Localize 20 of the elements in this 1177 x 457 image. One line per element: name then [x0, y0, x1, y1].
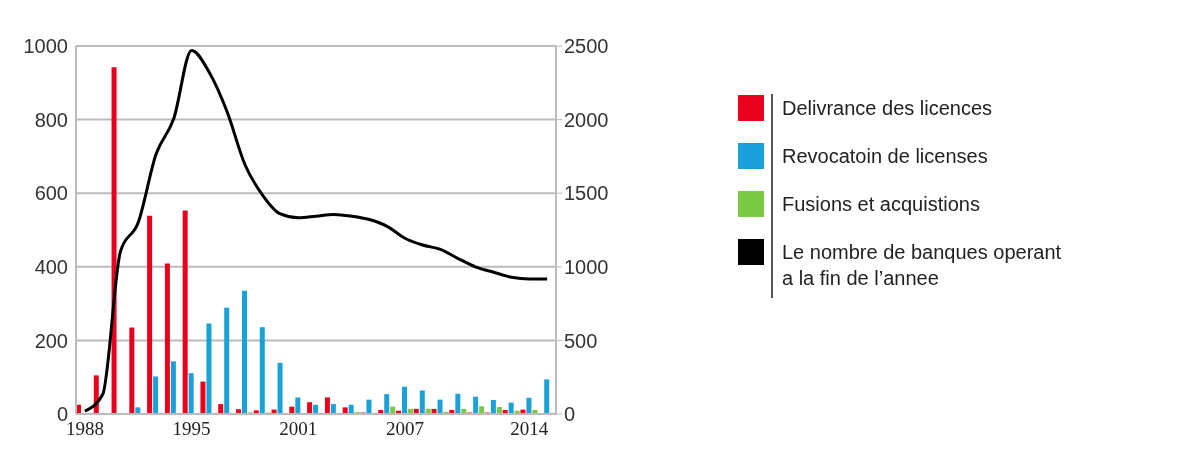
y-tick-label: 200: [34, 329, 68, 352]
y-tick-label: 600: [34, 182, 68, 205]
x-tick-label: 2007: [385, 418, 424, 440]
x-tick-label: 2001: [279, 418, 318, 440]
y2-tick-label: 2000: [564, 108, 609, 131]
y2-tick-label: 500: [564, 329, 598, 352]
legend-label: Delivrance des licences: [782, 97, 993, 119]
legend-label: Fusions et acquistions: [782, 193, 980, 215]
x-tick-label: 1995: [172, 418, 211, 440]
y-tick-label: 1000: [23, 35, 68, 58]
x-tick-label: 2014: [510, 418, 549, 440]
y-tick-label: 0: [56, 403, 68, 426]
y2-tick-label: 0: [564, 403, 576, 426]
y2-tick-label: 1500: [564, 182, 609, 205]
y-tick-label: 400: [34, 255, 68, 278]
y-tick-label: 800: [34, 108, 68, 131]
y2-tick-label: 2500: [564, 35, 609, 58]
legend-label: Le nombre de banques operant a la fin de l’annee: [782, 241, 1062, 289]
legend-label: Revocatoin de licenses: [782, 145, 988, 167]
y2-tick-label: 1000: [564, 255, 609, 278]
